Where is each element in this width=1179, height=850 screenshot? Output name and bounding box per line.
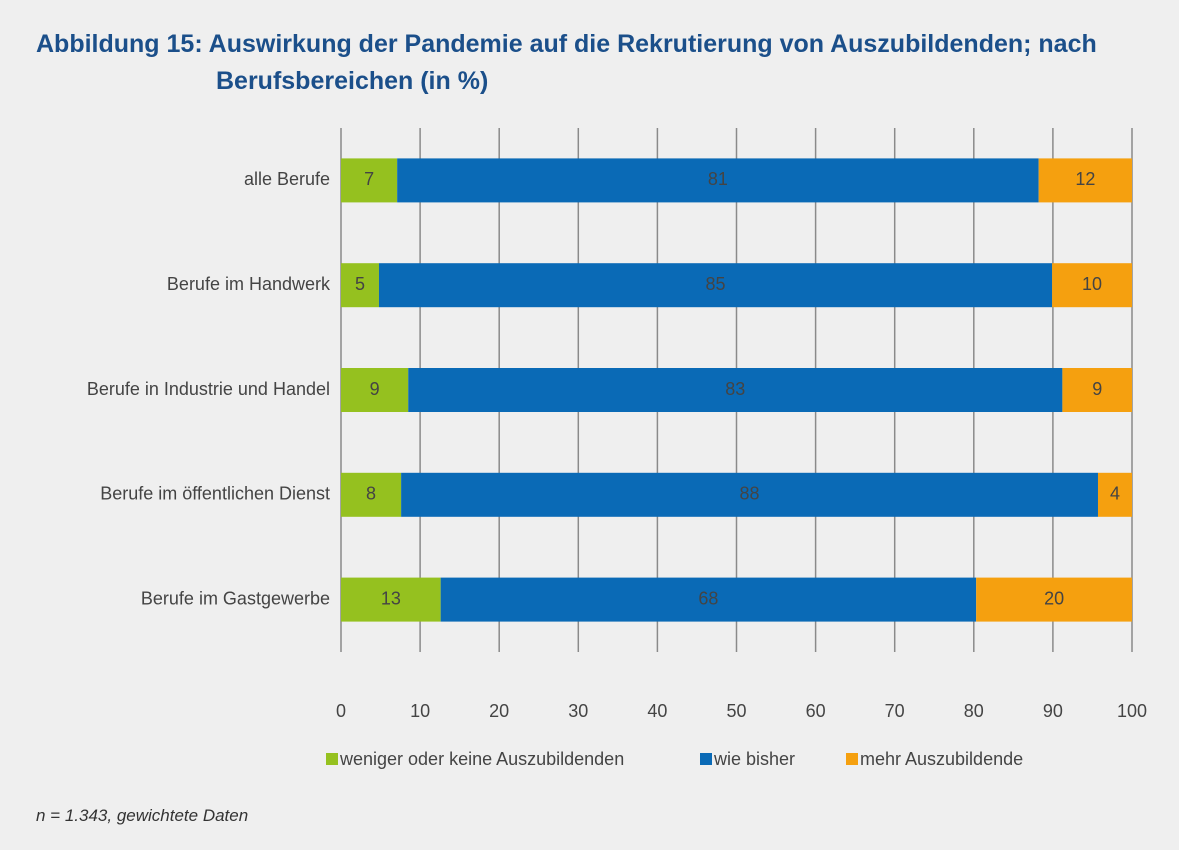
legend-label: weniger oder keine Auszubildenden bbox=[339, 749, 624, 769]
data-label: 81 bbox=[708, 169, 728, 189]
x-tick-label: 60 bbox=[806, 701, 826, 721]
chart-title: Abbildung 15: Auswirkung der Pandemie au… bbox=[36, 30, 1097, 95]
legend-label: mehr Auszubildende bbox=[860, 749, 1023, 769]
x-tick-label: 90 bbox=[1043, 701, 1063, 721]
y-tick-label: Berufe im öffentlichen Dienst bbox=[100, 484, 330, 504]
data-label: 5 bbox=[355, 274, 365, 294]
data-label: 13 bbox=[381, 588, 401, 608]
x-tick-label: 70 bbox=[885, 701, 905, 721]
legend-swatch bbox=[326, 753, 338, 765]
chart: 0 10 20 30 40 50 60 70 80 90 100 alle Berufe 7 81 12 Be… bbox=[87, 128, 1147, 769]
x-tick-label: 50 bbox=[726, 701, 746, 721]
data-label: 9 bbox=[1092, 379, 1102, 399]
data-label: 68 bbox=[698, 588, 718, 608]
x-tick-label: 100 bbox=[1117, 701, 1147, 721]
legend-swatch bbox=[700, 753, 712, 765]
bar-segment bbox=[378, 263, 1053, 308]
bar-segment bbox=[1062, 368, 1132, 412]
data-label: 12 bbox=[1075, 169, 1095, 189]
data-label: 9 bbox=[370, 379, 380, 399]
bar-segment bbox=[401, 472, 1098, 517]
bar-segment bbox=[341, 368, 409, 412]
data-label: 83 bbox=[725, 379, 745, 399]
x-tick-label: 10 bbox=[410, 701, 430, 721]
x-tick-label: 20 bbox=[489, 701, 509, 721]
bar-segment bbox=[1038, 158, 1132, 203]
bar-segment bbox=[408, 368, 1063, 412]
y-tick-label: Berufe im Gastgewerbe bbox=[141, 588, 330, 608]
bar-segment bbox=[1052, 263, 1132, 308]
bar-segment bbox=[341, 158, 398, 203]
data-label: 10 bbox=[1082, 274, 1102, 294]
bar-segment bbox=[341, 263, 379, 308]
legend-label: wie bisher bbox=[713, 749, 795, 769]
data-label: 88 bbox=[740, 484, 760, 504]
y-tick-label: Berufe in Industrie und Handel bbox=[87, 379, 330, 399]
bar-segment bbox=[976, 577, 1132, 622]
footnote: n = 1.343, gewichtete Daten bbox=[36, 806, 249, 825]
bar-segment bbox=[440, 577, 977, 622]
x-tick-label: 30 bbox=[568, 701, 588, 721]
bar-segment bbox=[397, 158, 1039, 203]
bar-segment bbox=[1097, 472, 1132, 517]
x-tick-label: 0 bbox=[336, 701, 346, 721]
y-tick-label: Berufe im Handwerk bbox=[167, 274, 331, 294]
y-tick-label: alle Berufe bbox=[244, 169, 330, 189]
legend-swatch bbox=[846, 753, 858, 765]
data-label: 85 bbox=[706, 274, 726, 294]
x-tick-label: 40 bbox=[647, 701, 667, 721]
data-label: 7 bbox=[364, 169, 374, 189]
bar-segment bbox=[341, 472, 402, 517]
bar-segment bbox=[341, 577, 441, 622]
data-label: 4 bbox=[1110, 484, 1120, 504]
data-label: 8 bbox=[366, 484, 376, 504]
x-tick-label: 80 bbox=[964, 701, 984, 721]
data-label: 20 bbox=[1044, 588, 1064, 608]
